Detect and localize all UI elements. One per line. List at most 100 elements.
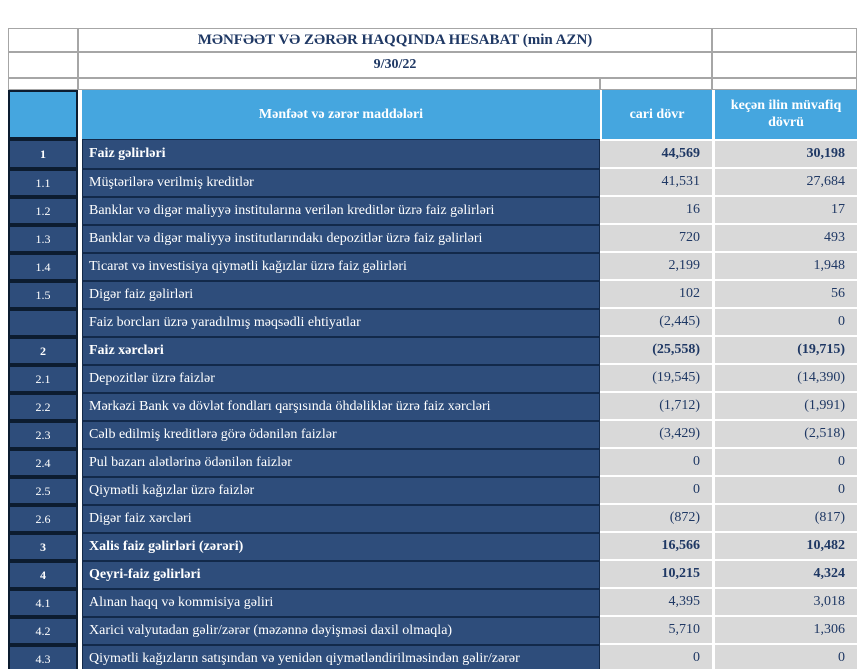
current-period-value-cell: (1,712) (600, 393, 713, 421)
current-period-value-cell: 10,215 (600, 561, 713, 589)
table-row: 2.5 Qiymətli kağızlar üzrə faizlər 0 0 (8, 477, 858, 505)
table-row: 1.4 Ticarət və investisiya qiymətli kağı… (8, 253, 858, 281)
previous-period-value-cell: (19,715) (715, 337, 858, 365)
title-row-left-cell (8, 28, 78, 52)
header-number-cell (8, 90, 78, 139)
column-gap (712, 337, 716, 365)
row-number-cell: 4.1 (8, 589, 78, 617)
row-label-cell: Faiz gəlirləri (82, 139, 600, 169)
row-label-cell: Banklar və digər maliyyə institutlarında… (82, 225, 600, 253)
row-label-cell: Depozitlər üzrə faizlər (82, 365, 600, 393)
row-label-cell: Ticarət və investisiya qiymətli kağızlar… (82, 253, 600, 281)
profit-loss-table: MƏNFƏƏT VƏ ZƏRƏR HAQQINDA HESABAT (min A… (8, 28, 858, 669)
row-number-cell: 4.3 (8, 645, 78, 669)
row-number-cell: 2.4 (8, 449, 78, 477)
title-row: MƏNFƏƏT VƏ ZƏRƏR HAQQINDA HESABAT (min A… (8, 28, 858, 52)
current-period-value-cell: (872) (600, 505, 713, 533)
current-period-value-cell: 5,710 (600, 617, 713, 645)
previous-period-value-cell: 10,482 (715, 533, 858, 561)
column-gap (712, 139, 716, 169)
row-number-cell: 4 (8, 561, 78, 589)
column-gap (712, 90, 716, 139)
column-gap (712, 589, 716, 617)
row-label-cell: Qeyri-faiz gəlirləri (82, 561, 600, 589)
previous-period-value-cell: 30,198 (715, 139, 858, 169)
column-gap (78, 449, 82, 477)
spacer-cell (78, 78, 600, 90)
date-row-right-cell (712, 52, 858, 78)
column-gap (78, 617, 82, 645)
column-gap (78, 393, 82, 421)
row-label-cell: Pul bazarı alətlərinə ödənilən faizlər (82, 449, 600, 477)
column-gap (712, 477, 716, 505)
row-number-cell: 3 (8, 533, 78, 561)
title-row-right-cell (712, 28, 858, 52)
row-label-cell: Digər faiz gəlirləri (82, 281, 600, 309)
spacer-cell (8, 78, 78, 90)
row-label-cell: Banklar və digər maliyyə institularına v… (82, 197, 600, 225)
column-gap (712, 169, 716, 197)
date-row: 9/30/22 (8, 52, 858, 78)
column-gap (712, 645, 716, 669)
previous-period-value-cell: 493 (715, 225, 858, 253)
column-gap (78, 197, 82, 225)
spacer-cell (712, 78, 858, 90)
table-row: 1 Faiz gəlirləri 44,569 30,198 (8, 139, 858, 169)
column-gap (78, 225, 82, 253)
current-period-value-cell: 16,566 (600, 533, 713, 561)
current-period-value-cell: (2,445) (600, 309, 713, 337)
row-label-cell: Faiz xərcləri (82, 337, 600, 365)
current-period-value-cell: 4,395 (600, 589, 713, 617)
report-date: 9/30/22 (78, 52, 713, 78)
table-row: 1.1 Müştərilərə verilmiş kreditlər 41,53… (8, 169, 858, 197)
table-row: 4.3 Qiymətli kağızların satışından və ye… (8, 645, 858, 669)
report-title: MƏNFƏƏT VƏ ZƏRƏR HAQQINDA HESABAT (min A… (78, 28, 713, 52)
table-row: 3 Xalis faiz gəlirləri (zərəri) 16,566 1… (8, 533, 858, 561)
table-row: 2.4 Pul bazarı alətlərinə ödənilən faizl… (8, 449, 858, 477)
table-row: 4 Qeyri-faiz gəlirləri 10,215 4,324 (8, 561, 858, 589)
column-gap (712, 253, 716, 281)
current-period-value-cell: 41,531 (600, 169, 713, 197)
row-number-cell: 2.5 (8, 477, 78, 505)
column-gap (78, 365, 82, 393)
row-label-cell: Cəlb edilmiş kreditlərə görə ödənilən fa… (82, 421, 600, 449)
column-gap (78, 281, 82, 309)
row-label-cell: Müştərilərə verilmiş kreditlər (82, 169, 600, 197)
current-period-value-cell: 0 (600, 477, 713, 505)
table-row: 4.2 Xarici valyutadan gəlir/zərər (məzən… (8, 617, 858, 645)
previous-period-value-cell: (14,390) (715, 365, 858, 393)
row-number-cell: 2.1 (8, 365, 78, 393)
column-gap (78, 139, 82, 169)
column-gap (712, 225, 716, 253)
row-label-cell: Xarici valyutadan gəlir/zərər (məzənnə d… (82, 617, 600, 645)
column-gap (712, 505, 716, 533)
row-number-cell: 1 (8, 139, 78, 169)
column-gap (78, 90, 82, 139)
column-gap (712, 197, 716, 225)
row-number-cell: 1.4 (8, 253, 78, 281)
column-gap (78, 169, 82, 197)
row-number-cell: 2.3 (8, 421, 78, 449)
column-gap (712, 421, 716, 449)
row-number-cell: 1.2 (8, 197, 78, 225)
column-gap (78, 309, 82, 337)
column-gap (712, 449, 716, 477)
table-row: 4.1 Alınan haqq və kommisiya gəliri 4,39… (8, 589, 858, 617)
row-number-cell: 1.1 (8, 169, 78, 197)
previous-period-value-cell: 4,324 (715, 561, 858, 589)
row-number-cell: 1.3 (8, 225, 78, 253)
row-number-cell (8, 309, 78, 337)
header-previous-period: keçən ilin müvafiq dövrü (715, 90, 858, 139)
table-row: 1.3 Banklar və digər maliyyə institutlar… (8, 225, 858, 253)
row-number-cell: 2 (8, 337, 78, 365)
previous-period-value-cell: 3,018 (715, 589, 858, 617)
row-label-cell: Alınan haqq və kommisiya gəliri (82, 589, 600, 617)
previous-period-value-cell: 0 (715, 309, 858, 337)
column-header-row: Mənfəət və zərər maddələri cari dövr keç… (8, 90, 858, 139)
column-gap (78, 589, 82, 617)
table-row: 1.5 Digər faiz gəlirləri 102 56 (8, 281, 858, 309)
row-number-cell: 2.6 (8, 505, 78, 533)
column-gap (712, 365, 716, 393)
date-row-left-cell (8, 52, 78, 78)
